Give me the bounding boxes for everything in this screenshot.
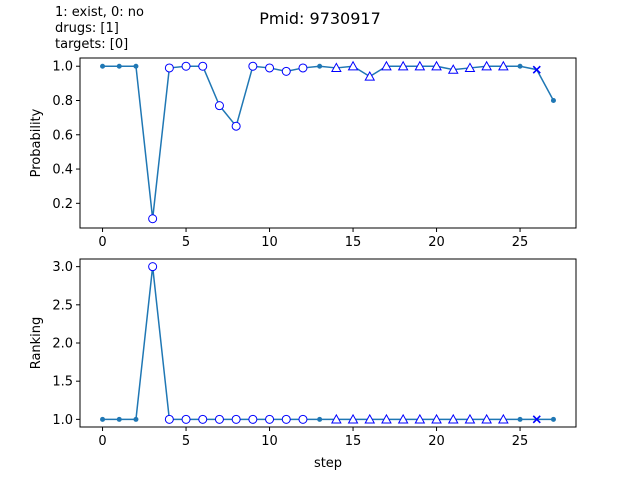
- data-point-circle: [248, 414, 258, 424]
- data-point-circle: [181, 414, 191, 424]
- data-point-triangle: [397, 60, 409, 71]
- y-tick-label: 2.0: [52, 337, 73, 352]
- data-point-circle: [164, 414, 174, 424]
- data-point-dot: [550, 416, 556, 422]
- data-point-circle: [181, 61, 191, 71]
- series-line: [102, 265, 554, 421]
- data-point-circle: [298, 63, 308, 73]
- data-point-circle: [231, 414, 241, 424]
- x-tick-label: 15: [345, 235, 362, 250]
- data-point-triangle: [397, 413, 409, 424]
- x-tick-label: 25: [512, 235, 529, 250]
- data-point-circle: [281, 66, 291, 76]
- y-tick-label: 3.0: [52, 260, 73, 275]
- x-tick-label: 5: [182, 434, 190, 449]
- data-point-circle: [231, 121, 241, 131]
- data-point-dot: [550, 98, 556, 103]
- data-point-circle: [164, 63, 174, 73]
- x-tick-label: 10: [261, 235, 278, 250]
- data-point-dot: [517, 63, 523, 69]
- data-point-triangle: [381, 413, 392, 424]
- plot-frame: [79, 57, 577, 229]
- series-line: [102, 65, 555, 220]
- data-point-triangle: [498, 413, 509, 424]
- chart-title: Pmid: 9730917: [259, 9, 381, 28]
- data-point-triangle: [347, 60, 359, 71]
- data-point-dot: [517, 416, 523, 422]
- data-point-triangle: [431, 60, 442, 71]
- legend-note-line-1: 1: exist, 0: no: [55, 5, 144, 20]
- data-point-circle: [148, 214, 158, 224]
- y-tick-label: 1.0: [52, 60, 73, 75]
- data-point-dot: [317, 63, 323, 69]
- data-point-triangle: [381, 60, 392, 71]
- data-point-circle: [214, 414, 224, 424]
- data-point-circle: [198, 414, 208, 424]
- data-point-triangle: [331, 62, 342, 73]
- data-point-circle: [298, 414, 308, 424]
- x-tick-label: 20: [428, 434, 445, 449]
- data-point-dot: [317, 416, 323, 422]
- legend-note-line-3: targets: [0]: [55, 37, 128, 52]
- data-point-triangle: [364, 413, 376, 424]
- data-point-triangle: [447, 413, 459, 424]
- legend-note-line-2: drugs: [1]: [55, 21, 119, 36]
- x-tick-label: 25: [512, 434, 529, 449]
- x-tick-label: 0: [98, 434, 106, 449]
- y-axis-label: Probability: [29, 108, 44, 177]
- data-point-triangle: [331, 413, 342, 424]
- data-point-dot: [133, 63, 139, 69]
- y-tick-label: 0.4: [52, 163, 73, 178]
- y-tick-label: 1.0: [52, 413, 73, 428]
- data-point-dot: [133, 416, 139, 422]
- data-point-triangle: [364, 70, 376, 81]
- data-point-x: [532, 415, 541, 424]
- y-tick-label: 2.5: [52, 298, 73, 313]
- data-point-triangle: [431, 413, 442, 424]
- data-point-triangle: [414, 60, 426, 71]
- data-point-circle: [281, 414, 291, 424]
- data-point-triangle: [464, 413, 476, 424]
- x-tick-label: 20: [428, 235, 445, 250]
- y-axis-label: Ranking: [29, 317, 44, 370]
- x-tick-label: 15: [345, 434, 362, 449]
- data-point-dot: [116, 63, 122, 69]
- data-point-circle: [265, 414, 275, 424]
- data-point-triangle: [481, 60, 492, 71]
- data-point-x: [532, 65, 541, 74]
- data-point-triangle: [447, 64, 459, 74]
- data-point-dot: [116, 416, 122, 422]
- y-tick-label: 0.8: [52, 94, 73, 109]
- x-tick-label: 5: [182, 235, 190, 250]
- ranking-panel: 0 5 10 15 20 25 1.0 1.5 2.0 2.5 3.0 Ranking step: [29, 258, 577, 471]
- data-point-circle: [248, 61, 258, 71]
- data-point-triangle: [481, 413, 492, 424]
- data-point-circle: [214, 101, 224, 111]
- probability-panel: 0 5 10 15 20 25 0.2 0.4 0.6 0.8 1.0 Probability: [29, 57, 577, 250]
- data-point-dot: [100, 63, 106, 69]
- data-point-triangle: [414, 413, 426, 424]
- data-point-dot: [100, 416, 106, 422]
- y-tick-label: 0.2: [52, 197, 73, 212]
- data-point-circle: [148, 262, 158, 272]
- data-point-triangle: [498, 60, 509, 71]
- y-tick-label: 1.5: [52, 375, 73, 390]
- data-point-circle: [265, 63, 275, 73]
- x-tick-label: 0: [98, 235, 106, 250]
- data-point-circle: [198, 61, 208, 71]
- x-tick-label: 10: [261, 434, 278, 449]
- data-point-triangle: [464, 62, 476, 73]
- y-tick-label: 0.6: [52, 128, 73, 143]
- data-point-triangle: [347, 413, 359, 424]
- x-axis-label: step: [314, 456, 342, 471]
